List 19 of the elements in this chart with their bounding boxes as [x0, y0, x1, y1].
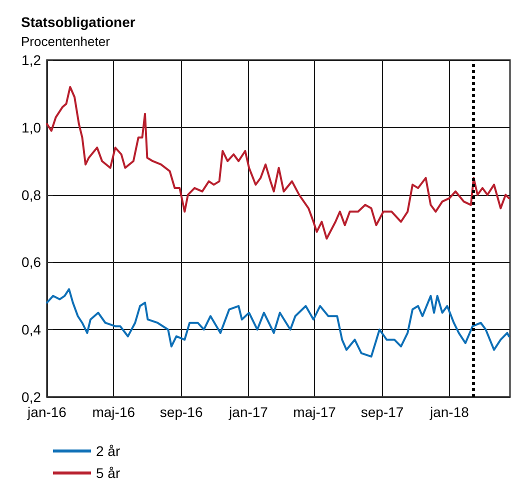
legend-label: 2 år [96, 443, 120, 459]
x-tick-label: jan-16 [26, 404, 67, 420]
y-tick-label: 0,2 [22, 389, 42, 405]
line-series [46, 288, 510, 358]
line-series [46, 86, 510, 240]
x-tick-label: jan-17 [228, 404, 268, 420]
y-tick-label: 1,0 [22, 119, 42, 136]
x-tick-label: jan-18 [428, 404, 470, 420]
x-tick-label: maj-16 [92, 404, 136, 420]
legend-label: 5 år [96, 465, 120, 481]
y-tick-label: 0,8 [22, 186, 42, 203]
x-tick-label: maj-17 [293, 404, 336, 420]
chart-title: Statsobligationer [21, 14, 136, 30]
chart-subtitle: Procentenheter [21, 34, 111, 49]
y-tick-label: 0,4 [22, 322, 42, 338]
x-tick-label: sep-17 [360, 404, 404, 420]
y-tick-label: 0,6 [22, 254, 42, 270]
y-tick-label: 1,2 [22, 52, 42, 68]
x-tick-label: sep-16 [160, 404, 203, 420]
